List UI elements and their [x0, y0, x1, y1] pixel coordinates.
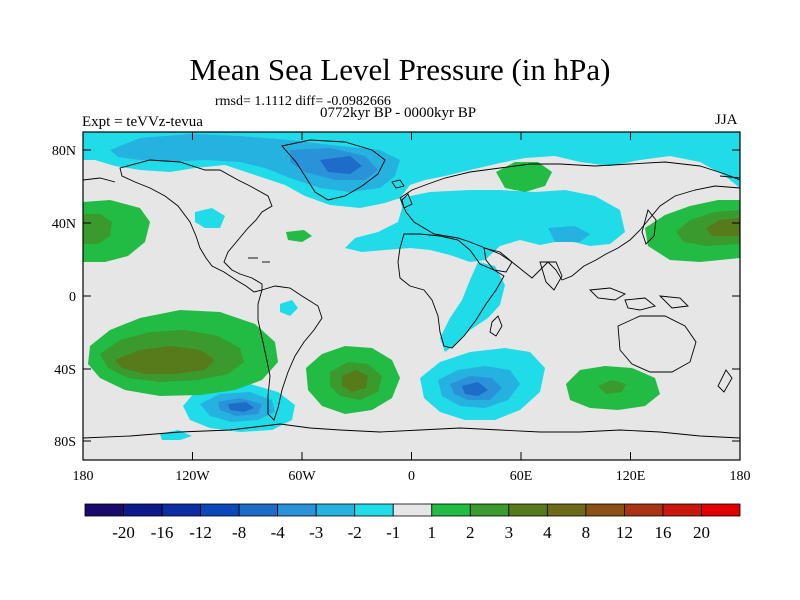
y-tick-label: 80N [52, 144, 76, 159]
south-indian-negative-deep [462, 382, 488, 396]
colorbar-swatch [469, 503, 510, 517]
experiment-label: Expt = teVVz-tevua [82, 114, 203, 130]
colorbar-swatch [238, 503, 279, 517]
colorbar-swatch [161, 503, 201, 517]
x-tick-label: 180 [73, 469, 94, 484]
x-tick-labels: 180 120W 60W 0 60E 120E 180 [73, 469, 751, 484]
colorbar-label: -16 [151, 523, 174, 542]
map-title: Mean Sea Level Pressure (in hPa) [189, 52, 611, 87]
colorbar-label: 16 [654, 523, 671, 542]
rmsd-diff-label: rmsd= 1.1112 diff= -0.0982666 [215, 94, 391, 109]
x-tick-label: 180 [730, 469, 751, 484]
eurasia-negative-band [345, 190, 625, 262]
colorbar-swatch [354, 503, 394, 517]
south-pacific-positive-core [115, 346, 215, 374]
colorbar-label: -2 [348, 523, 362, 542]
y-tick-label: 0 [69, 290, 76, 305]
north-pacific-east-positive-core [706, 218, 740, 236]
x-tick-label: 0 [408, 469, 415, 484]
colorbar-swatch [392, 503, 433, 517]
y-tick-label: 40N [52, 217, 76, 232]
colorbar-swatch [701, 503, 741, 517]
x-tick-marks [82, 132, 741, 460]
colorbar-label: -1 [386, 523, 400, 542]
colorbar-label: -12 [189, 523, 212, 542]
colorbar-swatch [585, 503, 625, 517]
colorbar-label: -4 [271, 523, 286, 542]
colorbar-labels: -20 -16 -12 -8 -4 -3 -2 -1 1 2 3 4 8 12 16 20 [112, 523, 710, 542]
x-tick-label: 120E [616, 469, 646, 484]
colorbar-label: 8 [582, 523, 591, 542]
colorbar-label: -20 [112, 523, 135, 542]
colorbar-label: 1 [428, 523, 437, 542]
south-america-small-negative [280, 300, 298, 316]
greenland-negative-core2 [320, 156, 362, 174]
antarctic-small-negative [160, 430, 192, 440]
colorbar-label: -3 [309, 523, 323, 542]
coastlines [83, 139, 740, 439]
y-tick-label: 40S [54, 363, 76, 378]
south-indian-positive-core [598, 380, 626, 394]
north-pacific-west-positive-core [83, 214, 112, 244]
atlantic-small-negative [195, 208, 225, 228]
colorbar-swatch [508, 503, 548, 517]
colorbar-swatch [84, 503, 124, 517]
colorbar-swatch [277, 503, 317, 517]
siberia-positive [496, 162, 552, 192]
y-tick-marks [83, 149, 740, 442]
colorbar-label: 20 [693, 523, 710, 542]
colorbar-swatch [200, 503, 240, 517]
africa-negative-band [440, 262, 505, 352]
period-label: 0772kyr BP - 0000kyr BP [320, 105, 477, 121]
y-tick-labels: 80N 40N 0 40S 80S [52, 144, 76, 450]
colorbar-swatch [624, 503, 664, 517]
colorbar-label: -8 [232, 523, 246, 542]
colorbar-swatch [662, 503, 702, 517]
colorbar-label: 12 [616, 523, 633, 542]
colorbar-swatch [546, 503, 587, 517]
central-asia-negative-core [548, 226, 590, 242]
map-plot-area [83, 132, 740, 460]
y-tick-label: 80S [54, 435, 76, 450]
colorbar-label: 4 [543, 523, 552, 542]
x-tick-label: 60W [288, 469, 316, 484]
colorbar-swatch [315, 503, 356, 517]
x-tick-label: 60E [510, 469, 533, 484]
south-pacific-negative-deep [228, 402, 254, 412]
colorbar-swatch [431, 503, 471, 517]
colorbar-label: 2 [466, 523, 475, 542]
colorbar-swatch [123, 503, 163, 517]
season-label: JJA [715, 112, 738, 128]
colorbar-label: 3 [505, 523, 514, 542]
south-atlantic-positive-core [342, 370, 368, 392]
north-atlantic-small-positive [286, 230, 312, 242]
x-tick-label: 120W [175, 469, 210, 484]
colorbar [84, 503, 741, 517]
